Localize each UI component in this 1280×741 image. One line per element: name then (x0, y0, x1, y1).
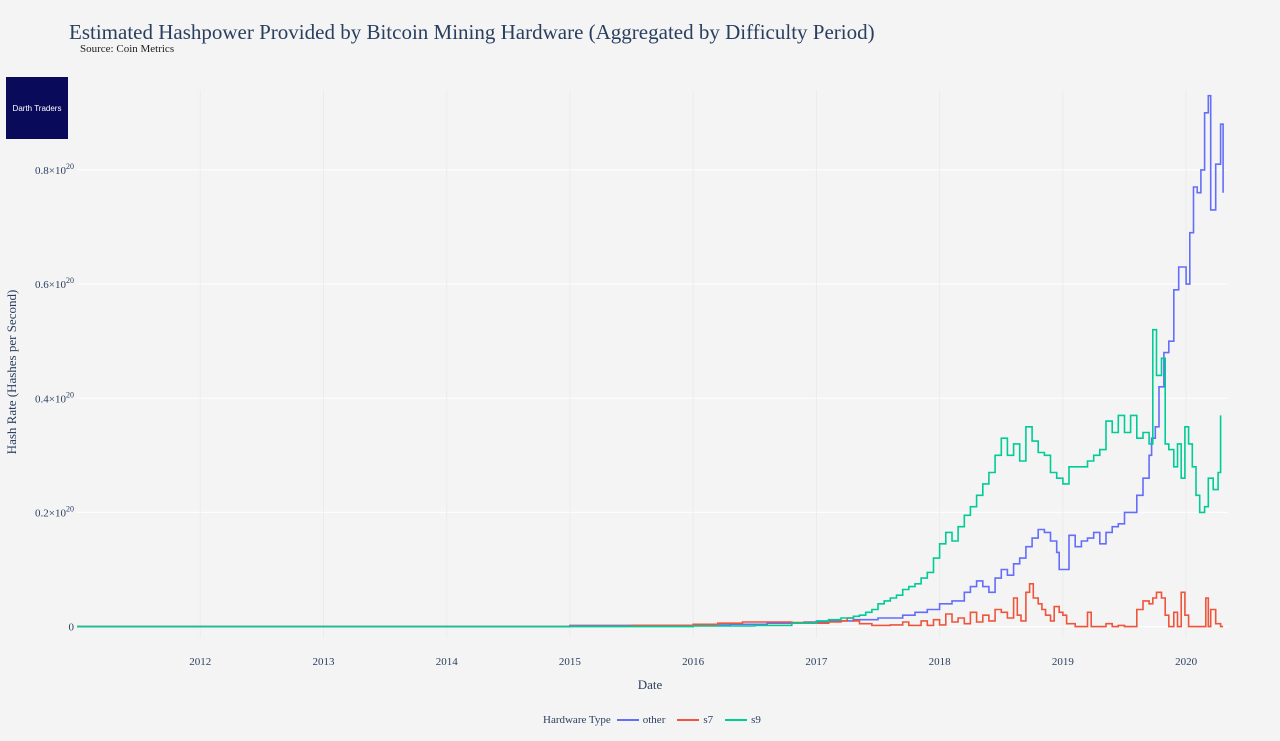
x-tick-label: 2019 (1052, 656, 1075, 668)
y-tick-label: 0.4×1020 (35, 390, 74, 405)
x-tick-label: 2016 (682, 656, 705, 668)
brand-logo-text: Darth Traders (12, 103, 62, 113)
y-tick-label: 0.8×1020 (35, 162, 74, 177)
series-layer (77, 94, 1224, 628)
chart-subtitle: Source: Coin Metrics (80, 43, 175, 55)
x-tick-label: 2014 (436, 656, 459, 668)
brand-logo: Darth Traders (6, 77, 68, 139)
x-tick-label: 2013 (312, 656, 335, 668)
series-line-other (77, 94, 1224, 628)
y-tick-labels: 0 0.2×1020 0.4×1020 0.6×1020 0.8×1020 (35, 162, 74, 634)
chart-title: Estimated Hashpower Provided by Bitcoin … (69, 20, 875, 44)
y-tick-label: 0.6×1020 (35, 276, 74, 291)
x-tick-labels: 2012 2013 2014 2015 2016 2017 2018 2019 2020 (189, 656, 1197, 668)
series-line-s9 (77, 328, 1222, 628)
legend-swatch-s9 (725, 719, 748, 721)
y-axis-title: Hash Rate (Hashes per Second) (4, 290, 19, 455)
legend-swatch-s7 (677, 719, 700, 721)
x-axis-title: Date (638, 677, 663, 692)
legend-item-s9[interactable]: s9 (725, 714, 761, 726)
x-tick-label: 2018 (929, 656, 952, 668)
legend-item-s7[interactable]: s7 (677, 714, 713, 726)
legend: Hardware Type other s7 s9 (543, 714, 773, 726)
x-tick-label: 2017 (805, 656, 828, 668)
x-tick-label: 2015 (559, 656, 582, 668)
grid-layer (77, 90, 1228, 638)
y-tick-label: 0.2×1020 (35, 504, 74, 519)
legend-label-other: other (642, 714, 666, 726)
legend-label-s7: s7 (703, 714, 714, 726)
legend-item-other[interactable]: other (616, 714, 666, 726)
legend-label-s9: s9 (751, 714, 761, 726)
y-tick-label: 0 (69, 622, 75, 634)
x-tick-label: 2012 (189, 656, 211, 668)
series-line-s7 (77, 583, 1224, 628)
legend-swatch-other (616, 719, 639, 721)
x-tick-label: 2020 (1175, 656, 1198, 668)
legend-title: Hardware Type (543, 714, 611, 726)
